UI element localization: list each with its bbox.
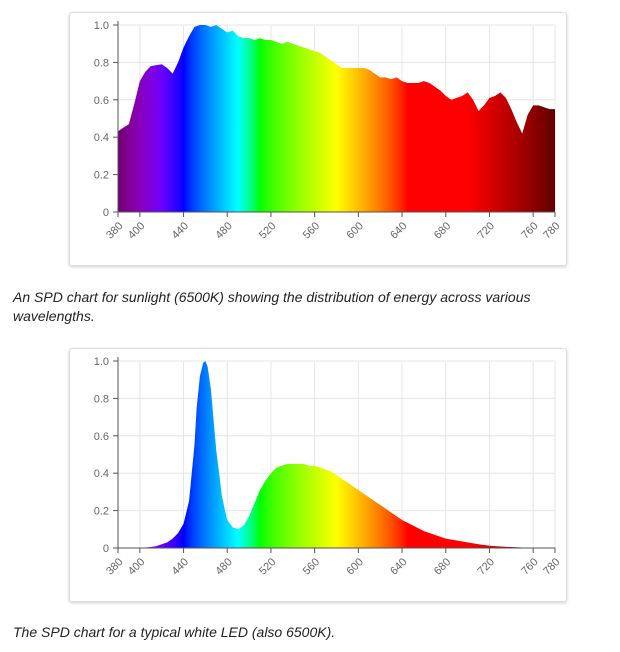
x-tick-label: 400 [126, 556, 147, 577]
x-tick-label: 640 [388, 220, 409, 241]
y-tick-label: 0.6 [94, 431, 109, 443]
y-tick-label: 0.6 [94, 95, 109, 107]
y-tick-label: 1.0 [94, 20, 109, 32]
led-chart-card: 0 0.2 0.4 0.6 0.8 1.0 380 400 440 480 520 560 600 640… [69, 348, 567, 602]
led-spd-chart: 0 0.2 0.4 0.6 0.8 1.0 380 400 440 480 520 560 600 640… [94, 356, 563, 578]
x-tick-label: 780 [541, 220, 562, 241]
sunlight-chart-caption: An SPD chart for sunlight (6500K) showin… [13, 289, 531, 324]
y-tick-label: 1.0 [94, 356, 109, 368]
y-tick-label: 0 [103, 543, 109, 555]
x-tick-label: 520 [257, 220, 278, 241]
x-tick-label: 560 [301, 556, 322, 577]
x-tick-label: 680 [432, 220, 453, 241]
x-tick-label: 600 [344, 220, 365, 241]
y-tick-label: 0.4 [94, 132, 109, 144]
x-tick-label: 720 [476, 556, 497, 577]
x-tick-label: 760 [519, 220, 540, 241]
x-tick-label: 520 [257, 556, 278, 577]
x-tick-label: 640 [388, 556, 409, 577]
y-tick-label: 0.2 [94, 170, 109, 182]
x-tick-label: 600 [344, 556, 365, 577]
x-tick-label: 380 [104, 220, 125, 241]
y-tick-label: 0.8 [94, 57, 109, 69]
sunlight-spd-chart: 0 0.2 0.4 0.6 0.8 1.0 380 400 440 480 520 560 600 640… [94, 20, 563, 242]
spd-area-series [118, 361, 555, 548]
x-tick-label: 720 [476, 220, 497, 241]
y-tick-label: 0.4 [94, 468, 109, 480]
x-tick-label: 400 [126, 220, 147, 241]
led-chart-caption: The SPD chart for a typical white LED (a… [13, 624, 336, 640]
spd-area-series [118, 25, 555, 212]
x-tick-label: 680 [432, 556, 453, 577]
x-tick-label: 440 [170, 556, 191, 577]
sunlight-chart-card: 0 0.2 0.4 0.6 0.8 1.0 380 400 440 480 520 560 600 640… [69, 12, 567, 266]
x-tick-label: 480 [213, 556, 234, 577]
x-tick-label: 760 [519, 556, 540, 577]
x-tick-label: 380 [104, 556, 125, 577]
x-tick-label: 560 [301, 220, 322, 241]
x-tick-label: 480 [213, 220, 234, 241]
x-tick-label: 780 [541, 556, 562, 577]
x-tick-label: 440 [170, 220, 191, 241]
y-tick-label: 0.2 [94, 506, 109, 518]
y-tick-label: 0 [103, 207, 109, 219]
y-tick-label: 0.8 [94, 393, 109, 405]
